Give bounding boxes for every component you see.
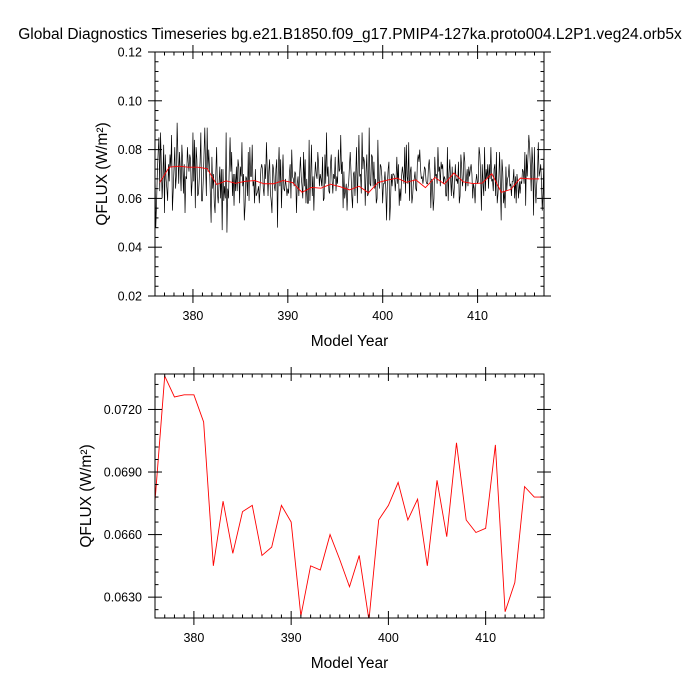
x-axis-label: Model Year <box>311 333 389 350</box>
y-axis-label: QFLUX (W/m²) <box>94 122 111 225</box>
x-tick-label: 400 <box>378 631 399 645</box>
plot-frame <box>154 373 545 619</box>
x-axis-label: Model Year <box>311 655 389 672</box>
plot-frame <box>154 51 545 297</box>
y-tick-label: 0.06 <box>118 192 142 206</box>
x-tick-label: 410 <box>475 631 496 645</box>
x-tick-label: 410 <box>467 309 488 323</box>
y-tick-label: 0.08 <box>118 143 142 157</box>
chart-title: Global Diagnostics Timeseries bg.e21.B18… <box>18 26 682 43</box>
bottom-plot: 380 390 400 410 0.0630 0.0660 0.0690 0.0720 Mode… <box>78 367 551 672</box>
y-tick-label: 0.10 <box>118 94 142 108</box>
y-tick-label: 0.12 <box>118 46 142 60</box>
x-tick-label: 390 <box>277 309 298 323</box>
y-tick-label: 0.04 <box>118 241 142 255</box>
series-line-1 <box>155 374 544 618</box>
y-tick-label: 0.0630 <box>104 591 142 605</box>
y-tick-label: 0.02 <box>118 290 142 304</box>
x-tick-label: 380 <box>183 631 204 645</box>
x-tick-label: 400 <box>372 309 393 323</box>
y-tick-label: 0.0660 <box>104 528 142 542</box>
series-line-1 <box>155 122 544 233</box>
y-tick-label: 0.0720 <box>104 403 142 417</box>
x-tick-label: 390 <box>281 631 302 645</box>
y-tick-label: 0.0690 <box>104 466 142 480</box>
y-axis-label: QFLUX (W/m²) <box>78 444 95 547</box>
x-tick-label: 380 <box>183 309 204 323</box>
series-line-2 <box>159 165 540 194</box>
top-plot: 380 390 400 410 0.02 0.04 0.06 0.08 0.10 0.12 Mode… <box>94 45 551 350</box>
